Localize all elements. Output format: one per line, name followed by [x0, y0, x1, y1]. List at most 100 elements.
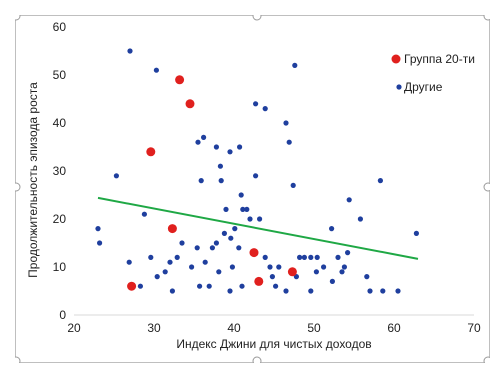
data-point-group20 [287, 267, 297, 277]
data-point-others [189, 264, 195, 270]
data-point-others [113, 173, 119, 179]
data-point-others [154, 274, 160, 280]
data-point-others [283, 288, 289, 294]
data-point-group20 [167, 224, 177, 234]
chart-resize-handles[interactable] [15, 15, 490, 363]
data-point-others [286, 139, 292, 145]
data-point-others [273, 283, 279, 289]
data-point-others [395, 288, 401, 294]
data-point-others [292, 62, 298, 68]
data-point-others [262, 106, 268, 112]
data-point-others [167, 259, 173, 265]
data-point-others [232, 226, 238, 232]
data-point-others [174, 254, 180, 260]
data-point-others [228, 235, 234, 241]
data-point-others [137, 283, 143, 289]
data-point-others [321, 264, 327, 270]
data-point-group20 [175, 75, 185, 85]
x-tick-label: 50 [307, 321, 321, 335]
data-point-others [267, 264, 273, 270]
data-point-others [209, 245, 215, 251]
data-point-others [269, 274, 275, 280]
data-point-others [229, 264, 235, 270]
data-point-others [236, 245, 242, 251]
data-point-others [377, 178, 383, 184]
y-tick-label: 20 [53, 212, 67, 226]
legend-label-group20: Группа 20-ти [404, 52, 475, 66]
data-point-others [329, 226, 335, 232]
x-tick-label: 70 [467, 321, 481, 335]
y-tick-label: 60 [53, 20, 67, 34]
y-tick-label: 50 [53, 68, 67, 82]
data-point-others [201, 134, 207, 140]
data-point-others [227, 149, 233, 155]
data-point-others [127, 48, 133, 54]
resize-handle[interactable] [483, 182, 490, 192]
data-point-others [413, 230, 419, 236]
data-point-others [297, 254, 303, 260]
data-point-group20 [249, 248, 259, 258]
data-point-others [308, 254, 314, 260]
data-point-others [194, 245, 200, 251]
data-point-group20 [127, 281, 137, 291]
resize-handle[interactable] [15, 356, 21, 363]
data-point-others [367, 288, 373, 294]
data-point-group20 [146, 147, 156, 157]
scatter-chart: 20 30 40 50 60 70 0 10 20 30 40 50 60 Индекс Джини … [15, 15, 490, 363]
data-point-others [213, 240, 219, 246]
resize-handle[interactable] [15, 182, 21, 192]
data-point-others [202, 259, 208, 265]
data-point-group20 [254, 276, 264, 286]
x-axis-label: Индекс Джини для чистых доходов [176, 337, 371, 351]
data-point-others [179, 240, 185, 246]
data-point-others [244, 206, 250, 212]
data-point-others [223, 206, 229, 212]
data-point-others [262, 254, 268, 260]
data-point-others [218, 178, 224, 184]
data-point-others [253, 101, 259, 107]
data-point-others [346, 197, 352, 203]
data-point-others [213, 144, 219, 150]
data-point-others [313, 269, 319, 275]
legend-label-others: Другие [404, 80, 443, 94]
y-tick-label: 30 [53, 164, 67, 178]
legend-marker-group20 [391, 54, 401, 64]
resize-handle[interactable] [252, 15, 262, 21]
resize-handle[interactable] [483, 356, 490, 363]
data-point-others [195, 139, 201, 145]
x-tick-label: 60 [387, 321, 401, 335]
data-point-others [206, 283, 212, 289]
resize-handle[interactable] [252, 356, 262, 363]
data-point-others [240, 206, 246, 212]
x-tick-label: 30 [147, 321, 161, 335]
legend-marker-others [396, 84, 402, 90]
data-point-others [95, 226, 101, 232]
x-tick-label: 20 [67, 321, 81, 335]
data-point-others [364, 274, 370, 280]
trend-line [97, 196, 419, 260]
data-point-others [341, 264, 347, 270]
data-point-others [141, 211, 147, 217]
data-point-others [216, 269, 222, 275]
data-point-others [301, 254, 307, 260]
data-point-others [169, 288, 175, 294]
data-point-others [276, 264, 282, 270]
data-point-others [217, 163, 223, 169]
data-point-others [357, 216, 363, 222]
data-point-others [227, 288, 233, 294]
data-point-others [239, 283, 245, 289]
y-tick-label: 0 [59, 308, 66, 322]
data-point-others [221, 230, 227, 236]
data-point-others [253, 173, 259, 179]
y-tick-label: 40 [53, 116, 67, 130]
data-point-group20 [185, 99, 195, 109]
data-point-others [339, 269, 345, 275]
data-point-others [257, 216, 263, 222]
resize-handle[interactable] [15, 15, 21, 21]
y-axis-label: Продолжительность эпизода роста [26, 82, 40, 278]
resize-handle[interactable] [483, 15, 490, 21]
data-point-others [283, 120, 289, 126]
legend: Группа 20-ти Другие [391, 52, 475, 94]
chart-border [15, 15, 490, 363]
data-point-others [290, 182, 296, 188]
